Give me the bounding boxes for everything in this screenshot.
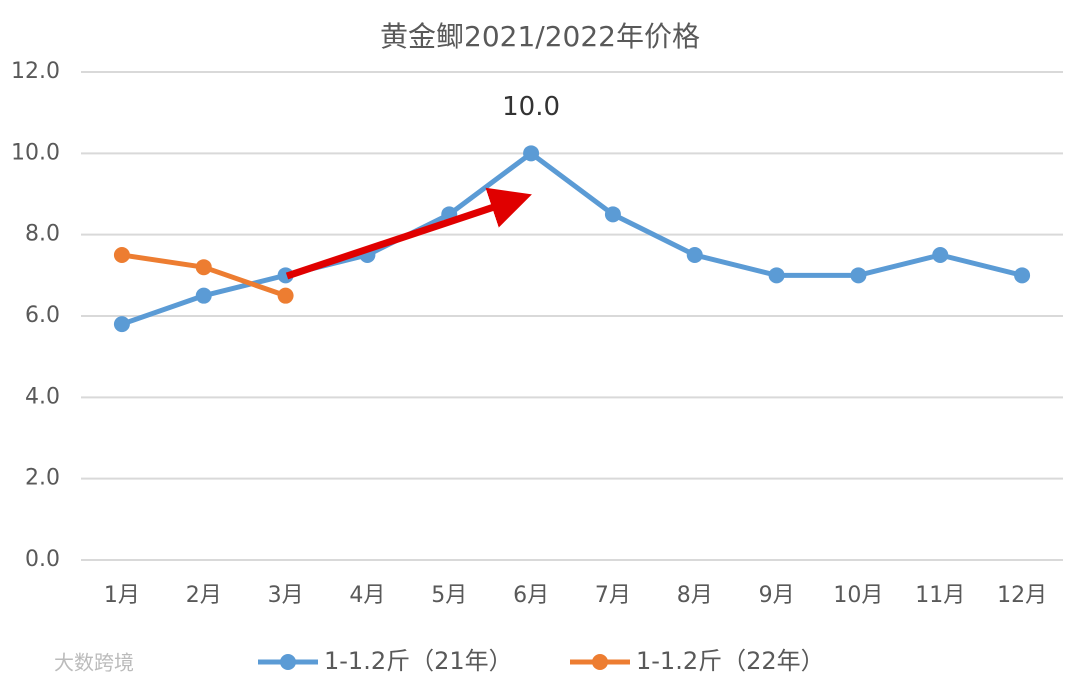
x-tick-label: 8月 bbox=[677, 583, 713, 608]
x-tick-label: 12月 bbox=[997, 583, 1047, 608]
legend-label: 1-1.2斤（21年） bbox=[324, 647, 513, 675]
x-tick-label: 6月 bbox=[513, 583, 549, 608]
legend-marker bbox=[280, 654, 296, 670]
x-tick-label: 5月 bbox=[431, 583, 467, 608]
data-point bbox=[686, 247, 703, 263]
data-point bbox=[277, 287, 294, 304]
legend-label: 1-1.2斤（22年） bbox=[636, 647, 825, 675]
data-point bbox=[195, 287, 212, 304]
data-point bbox=[523, 145, 540, 162]
x-tick-label: 4月 bbox=[349, 583, 385, 608]
data-point bbox=[932, 247, 949, 263]
x-tick-label: 7月 bbox=[595, 583, 631, 608]
data-point bbox=[604, 206, 621, 223]
x-tick-label: 10月 bbox=[833, 583, 883, 608]
x-tick-label: 3月 bbox=[268, 583, 304, 608]
data-point bbox=[195, 259, 212, 276]
series-line bbox=[121, 150, 1023, 327]
y-tick-label: 4.0 bbox=[25, 384, 60, 409]
x-tick-label: 9月 bbox=[759, 583, 795, 608]
y-tick-label: 8.0 bbox=[25, 222, 60, 247]
chart-title: 黄金鲫2021/2022年价格 bbox=[380, 20, 700, 53]
trend-arrow bbox=[285, 187, 532, 280]
x-tick-label: 2月 bbox=[186, 583, 222, 608]
y-tick-label: 2.0 bbox=[25, 466, 60, 491]
x-tick-label: 1月 bbox=[104, 583, 140, 608]
y-tick-label: 0.0 bbox=[25, 547, 60, 572]
watermark: 大数跨境 bbox=[54, 651, 134, 675]
data-point bbox=[113, 247, 130, 263]
data-point bbox=[277, 267, 294, 284]
y-tick-label: 6.0 bbox=[25, 303, 60, 328]
x-tick-label: 11月 bbox=[915, 583, 965, 608]
data-point bbox=[1014, 267, 1031, 284]
data-label: 10.0 bbox=[502, 92, 560, 122]
y-tick-label: 12.0 bbox=[11, 59, 60, 84]
data-point bbox=[768, 267, 785, 284]
y-tick-label: 10.0 bbox=[11, 140, 60, 165]
data-point bbox=[850, 267, 867, 284]
legend-marker bbox=[592, 654, 608, 670]
data-point bbox=[113, 316, 130, 333]
